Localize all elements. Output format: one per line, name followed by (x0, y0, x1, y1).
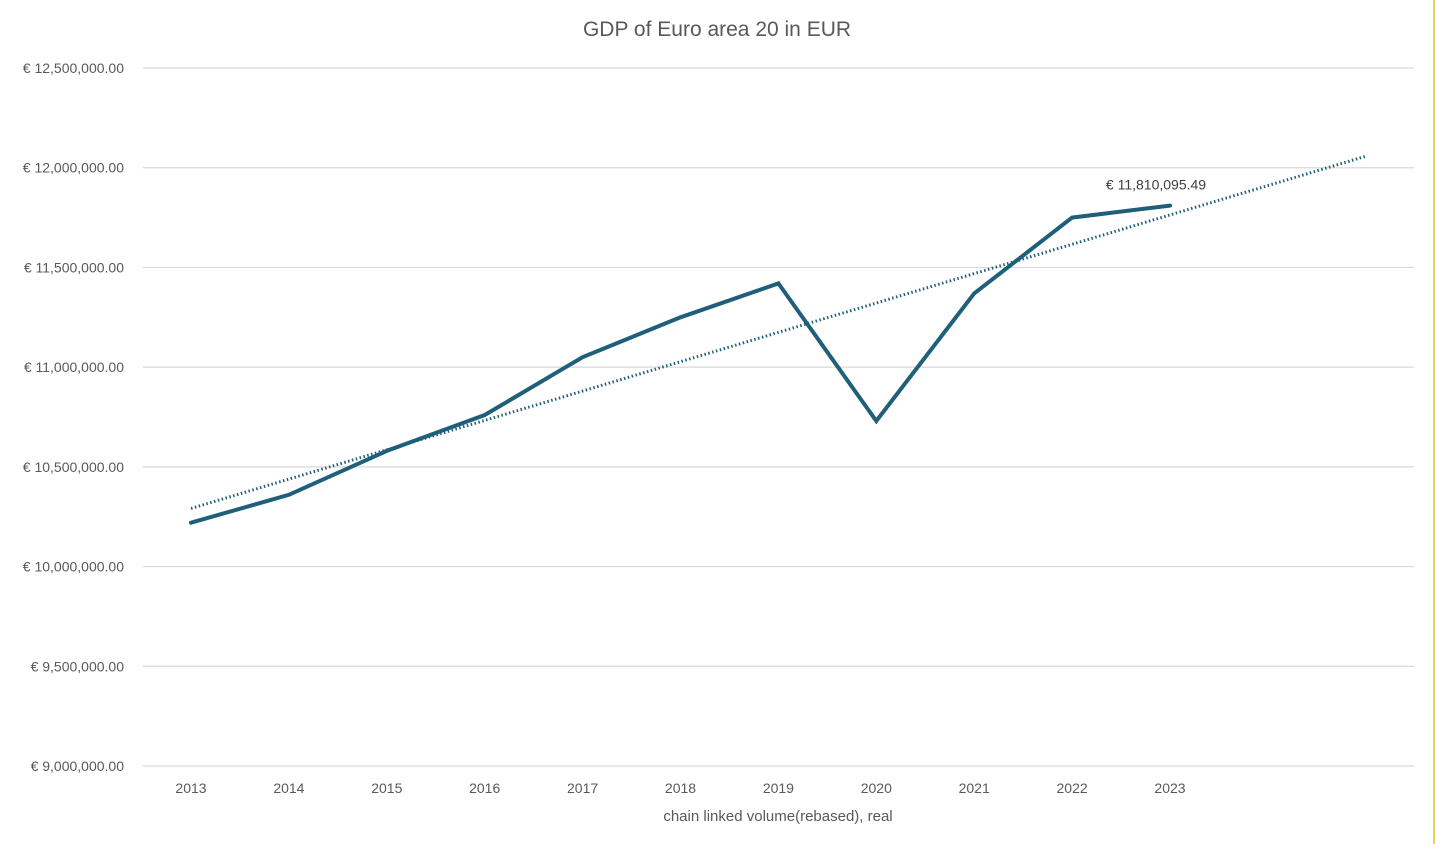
y-tick-label: € 9,500,000.00 (31, 658, 125, 674)
y-tick-label: € 11,000,000.00 (24, 359, 124, 375)
data-labels: € 11,810,095.49 (1106, 177, 1206, 193)
x-axis-title: chain linked volume(rebased), real (663, 808, 892, 825)
series-line (189, 203, 1172, 525)
x-tick-label: 2015 (371, 780, 402, 796)
chart-title: GDP of Euro area 20 in EUR (583, 18, 851, 41)
trendline-group (190, 154, 1367, 510)
trendline (190, 154, 1367, 510)
x-tick-label: 2016 (469, 780, 500, 796)
y-tick-label: € 11,500,000.00 (24, 259, 124, 275)
gridlines (143, 67, 1414, 767)
x-tick-label: 2013 (175, 780, 206, 796)
data-label: € 11,810,095.49 (1106, 177, 1206, 193)
y-tick-label: € 10,000,000.00 (23, 559, 124, 575)
y-tick-label: € 12,000,000.00 (23, 160, 124, 176)
y-axis-ticks: € 12,500,000.00 € 12,000,000.00 € 11,500,0… (23, 60, 124, 774)
x-axis-ticks: 2013 2014 2015 2016 2017 2018 2019 2020 2021 2022… (175, 780, 1185, 796)
y-tick-label: € 12,500,000.00 (23, 60, 124, 76)
x-tick-label: 2021 (959, 780, 990, 796)
x-tick-label: 2022 (1057, 780, 1088, 796)
y-tick-label: € 9,000,000.00 (31, 758, 125, 774)
x-tick-label: 2019 (763, 780, 794, 796)
right-edge-line (1433, 0, 1435, 844)
x-tick-label: 2018 (665, 780, 696, 796)
x-tick-label: 2014 (273, 780, 304, 796)
x-tick-label: 2020 (861, 780, 892, 796)
x-tick-label: 2017 (567, 780, 598, 796)
series-group (189, 203, 1172, 525)
x-tick-label: 2023 (1154, 780, 1185, 796)
y-tick-label: € 10,500,000.00 (23, 459, 124, 475)
